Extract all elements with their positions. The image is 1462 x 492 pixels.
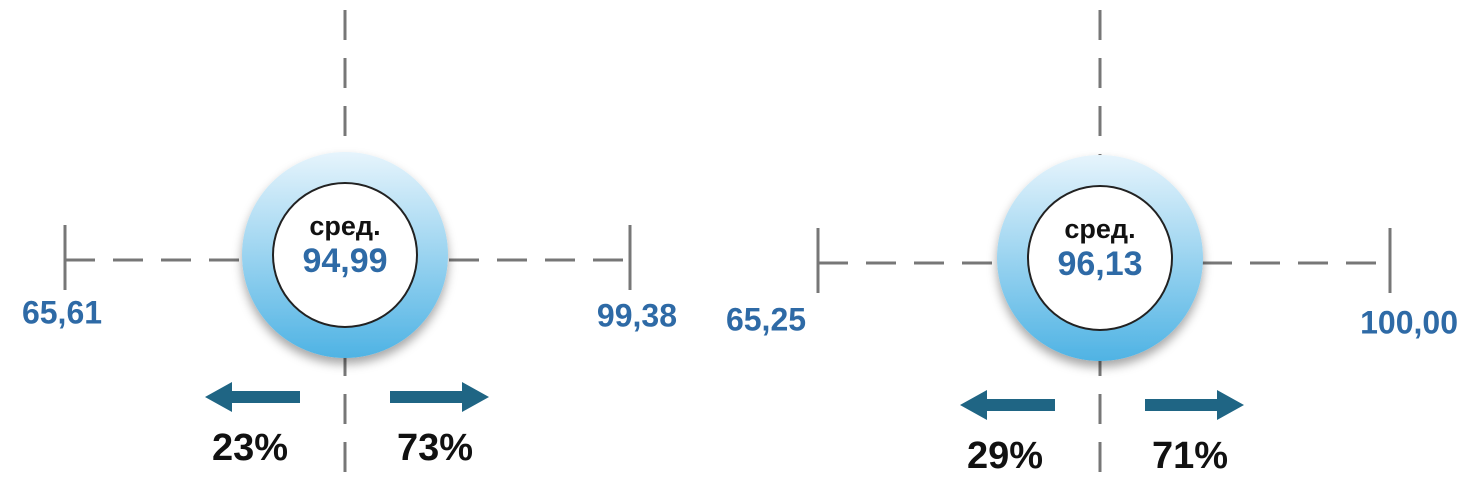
max-value: 100,00: [1360, 304, 1458, 340]
below-share: 29%: [967, 435, 1043, 477]
right-arrow: [390, 382, 489, 412]
mean-label: сред.: [1064, 214, 1135, 244]
above-share: 71%: [1152, 435, 1228, 477]
above-share: 73%: [397, 427, 473, 469]
mean-value: 96,13: [1057, 245, 1142, 283]
max-value: 99,38: [597, 297, 677, 333]
left-arrow: [960, 390, 1055, 420]
min-value: 65,61: [22, 294, 102, 330]
left-arrow: [205, 382, 300, 412]
mean-value: 94,99: [302, 242, 387, 280]
mean-label: сред.: [309, 211, 380, 241]
ring-inner: [1027, 185, 1173, 331]
min-value: 65,25: [726, 301, 806, 337]
right-arrow: [1145, 390, 1244, 420]
ring-inner: [272, 182, 418, 328]
below-share: 23%: [212, 427, 288, 469]
